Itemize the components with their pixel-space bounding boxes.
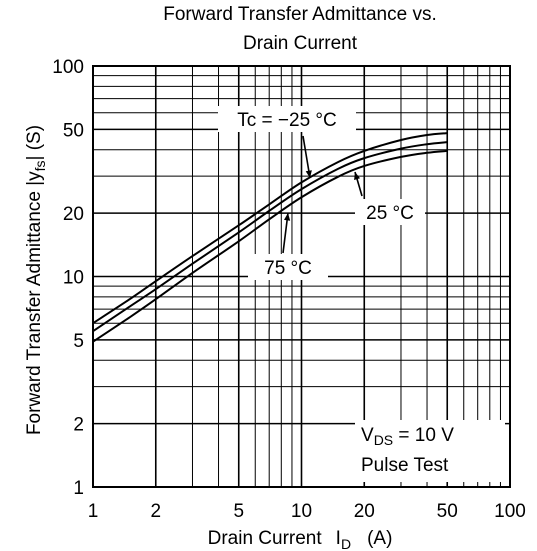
series-line-2 [92,141,448,332]
annotations: Tc = −25 °C 25 °C 75 °C VDS = 10 V Pulse Tes… [218,106,505,482]
label-25c: 25 °C [366,203,414,224]
y-tick-label: 20 [63,204,84,225]
y-tick-label: 100 [52,57,84,78]
arrow-75c-head [283,213,291,221]
x-tick-label: 10 [291,501,312,522]
x-axis-label-symbol: I [336,528,341,549]
y-tick-label: 10 [63,268,84,289]
chart-title-line1: Forward Transfer Admittance vs. [163,4,437,25]
condition-line2: Pulse Test [361,455,449,476]
x-tick-label: 5 [233,501,244,522]
y-tick-label: 1 [73,478,84,499]
y-axis-label: Forward Transfer Admittance |yfs| (S) [24,125,48,435]
series-line-1 [92,132,448,325]
x-tick-label: 1 [88,501,99,522]
y-tick-label: 2 [73,415,84,436]
condition-box-bg [355,420,505,482]
arrow-25c-head [354,172,361,180]
x-tick-labels: 1 2 5 10 20 50 100 [88,501,526,522]
x-tick-label: 50 [437,501,458,522]
x-tick-label: 20 [354,501,375,522]
series-line-3 [92,149,448,343]
y-tick-label: 50 [63,120,84,141]
y-axis-label-subscript: fs [32,161,48,172]
x-tick-label: 2 [150,501,161,522]
label-tc-bg [218,106,356,132]
x-axis-label-subscript: D [341,536,351,551]
series-lines [92,132,448,343]
condition-line1: VDS = 10 V [361,425,454,448]
label-tc: Tc = −25 °C [237,110,336,131]
x-axis-label: Drain Current ID (A) [208,528,393,551]
x-axis-label-unit: (A) [367,528,392,549]
plot-frame [92,65,511,488]
chart-title-line2: Drain Current [243,33,358,54]
x-axis-label-text: Drain Current [208,528,323,549]
x-tick-label: 100 [494,501,526,522]
arrow-tc-head [305,170,312,178]
label-25c-bg [355,199,425,225]
y-tick-labels: 1 2 5 10 20 50 100 [52,57,84,499]
y-axis-label-unit: | (S) [24,125,45,161]
label-75c: 75 °C [264,258,312,279]
y-axis-label-text: Forward Transfer Admittance |y [24,171,45,435]
y-tick-label: 5 [73,331,84,352]
label-75c-bg [248,254,328,280]
